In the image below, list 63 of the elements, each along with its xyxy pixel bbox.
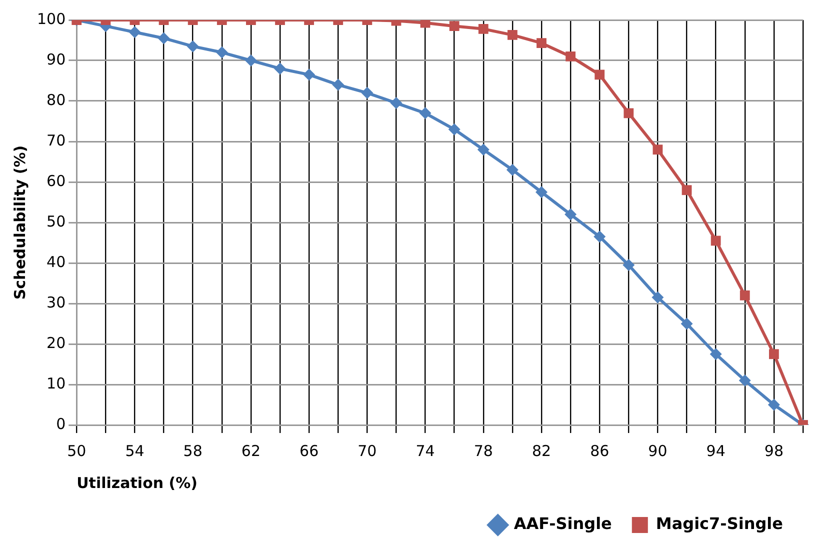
point xyxy=(682,185,692,196)
x-tick-label: 74 xyxy=(416,442,435,460)
x-tick-label: 78 xyxy=(474,442,493,460)
point xyxy=(506,164,518,176)
point xyxy=(303,68,316,81)
point xyxy=(564,208,577,220)
x-tick-label: 62 xyxy=(241,442,261,460)
point xyxy=(768,398,780,411)
point xyxy=(624,108,634,118)
point xyxy=(448,123,460,136)
point xyxy=(652,144,663,155)
y-tick-label: 40 xyxy=(46,252,66,271)
point xyxy=(536,38,546,48)
y-tick-label: 90 xyxy=(46,50,66,68)
point xyxy=(244,54,257,66)
y-tick-label: 30 xyxy=(46,293,66,312)
point xyxy=(477,144,490,156)
x-tick-label: 50 xyxy=(67,442,86,460)
x-tick-label: 54 xyxy=(125,442,144,460)
y-tick-label: 20 xyxy=(46,334,66,352)
x-tick-label: 70 xyxy=(358,442,377,460)
point xyxy=(652,291,664,304)
x-tick-label: 86 xyxy=(590,442,610,460)
point xyxy=(622,259,635,272)
point xyxy=(738,374,751,386)
y-tick-label: 10 xyxy=(46,374,66,392)
y-axis-title: Schedulability (%) xyxy=(10,145,29,300)
y-tick-label: 50 xyxy=(46,212,66,230)
point xyxy=(594,230,606,243)
point xyxy=(390,97,402,110)
point xyxy=(158,32,170,44)
x-tick-label: 58 xyxy=(183,442,202,460)
point xyxy=(594,70,605,80)
legend-label: AAF-Single xyxy=(514,514,612,534)
x-axis-title: Utilization (%) xyxy=(76,474,198,492)
y-tick-label: 70 xyxy=(46,131,66,150)
point xyxy=(740,290,750,300)
point xyxy=(186,40,199,52)
y-tick-label: 80 xyxy=(46,90,66,109)
point xyxy=(680,318,693,330)
y-tick-label: 100 xyxy=(36,10,66,28)
x-tick-label: 98 xyxy=(764,442,784,460)
point xyxy=(710,348,722,360)
x-tick-label: 90 xyxy=(648,442,668,460)
point xyxy=(768,349,779,360)
point xyxy=(536,186,548,198)
point xyxy=(419,107,432,120)
x-tick-label: 82 xyxy=(532,442,552,460)
x-tick-label: 66 xyxy=(300,442,319,460)
point xyxy=(361,86,374,99)
point xyxy=(216,46,228,58)
x-tick-label: 94 xyxy=(706,442,726,460)
point xyxy=(478,24,488,34)
y-tick-label: 0 xyxy=(56,414,66,433)
y-tick-label: 60 xyxy=(46,172,66,190)
point xyxy=(449,21,460,32)
point xyxy=(710,236,721,246)
point xyxy=(274,62,286,75)
point xyxy=(332,78,344,91)
point xyxy=(508,30,518,40)
legend-label: Magic7-Single xyxy=(656,514,784,534)
point xyxy=(566,52,576,62)
point xyxy=(128,26,141,38)
